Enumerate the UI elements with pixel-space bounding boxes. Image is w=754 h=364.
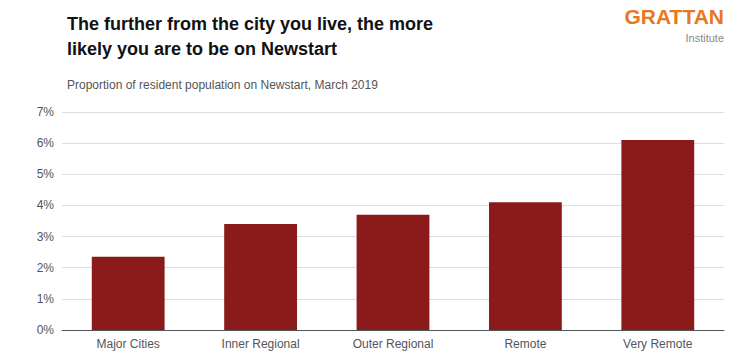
svg-text:The further from the city you: The further from the city you live, the … [67, 14, 433, 34]
svg-text:2%: 2% [37, 261, 55, 275]
svg-text:0%: 0% [37, 323, 55, 337]
svg-text:Remote: Remote [504, 337, 546, 351]
svg-text:1%: 1% [37, 292, 55, 306]
svg-text:Institute: Institute [685, 32, 724, 44]
svg-text:4%: 4% [37, 198, 55, 212]
svg-text:5%: 5% [37, 167, 55, 181]
svg-text:Major Cities: Major Cities [97, 337, 160, 351]
svg-text:6%: 6% [37, 136, 55, 150]
svg-text:Proportion of resident populat: Proportion of resident population on New… [67, 78, 378, 92]
svg-text:likely you are to be on Newsta: likely you are to be on Newstart [67, 39, 337, 59]
svg-text:Outer Regional: Outer Regional [353, 337, 434, 351]
svg-text:7%: 7% [37, 105, 55, 119]
svg-text:GRATTAN: GRATTAN [624, 5, 724, 28]
svg-text:3%: 3% [37, 230, 55, 244]
svg-text:Very Remote: Very Remote [623, 337, 693, 351]
svg-text:Inner Regional: Inner Regional [222, 337, 300, 351]
